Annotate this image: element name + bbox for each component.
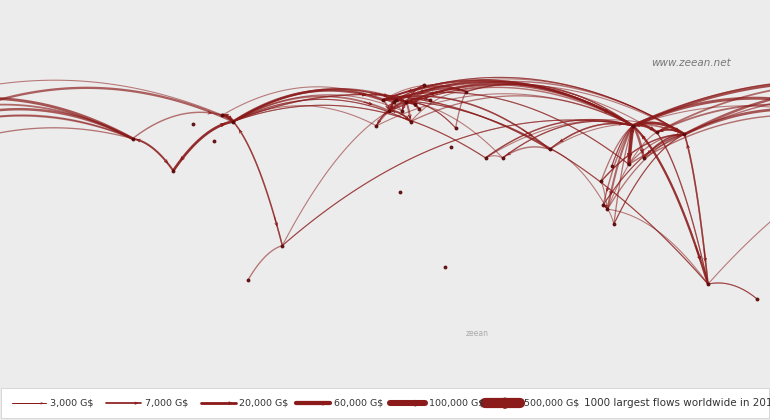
- Text: www.zeean.net: www.zeean.net: [651, 58, 731, 68]
- FancyBboxPatch shape: [1, 388, 769, 418]
- Text: 500,000 G$: 500,000 G$: [524, 399, 579, 408]
- Text: 1000 largest flows worldwide in 2011: 1000 largest flows worldwide in 2011: [584, 398, 770, 408]
- Text: 3,000 G$: 3,000 G$: [50, 399, 93, 408]
- Text: 20,000 G$: 20,000 G$: [239, 399, 289, 408]
- Text: zeean: zeean: [466, 329, 489, 338]
- Text: 7,000 G$: 7,000 G$: [145, 399, 188, 408]
- Text: 100,000 G$: 100,000 G$: [429, 399, 484, 408]
- Text: 60,000 G$: 60,000 G$: [334, 399, 383, 408]
